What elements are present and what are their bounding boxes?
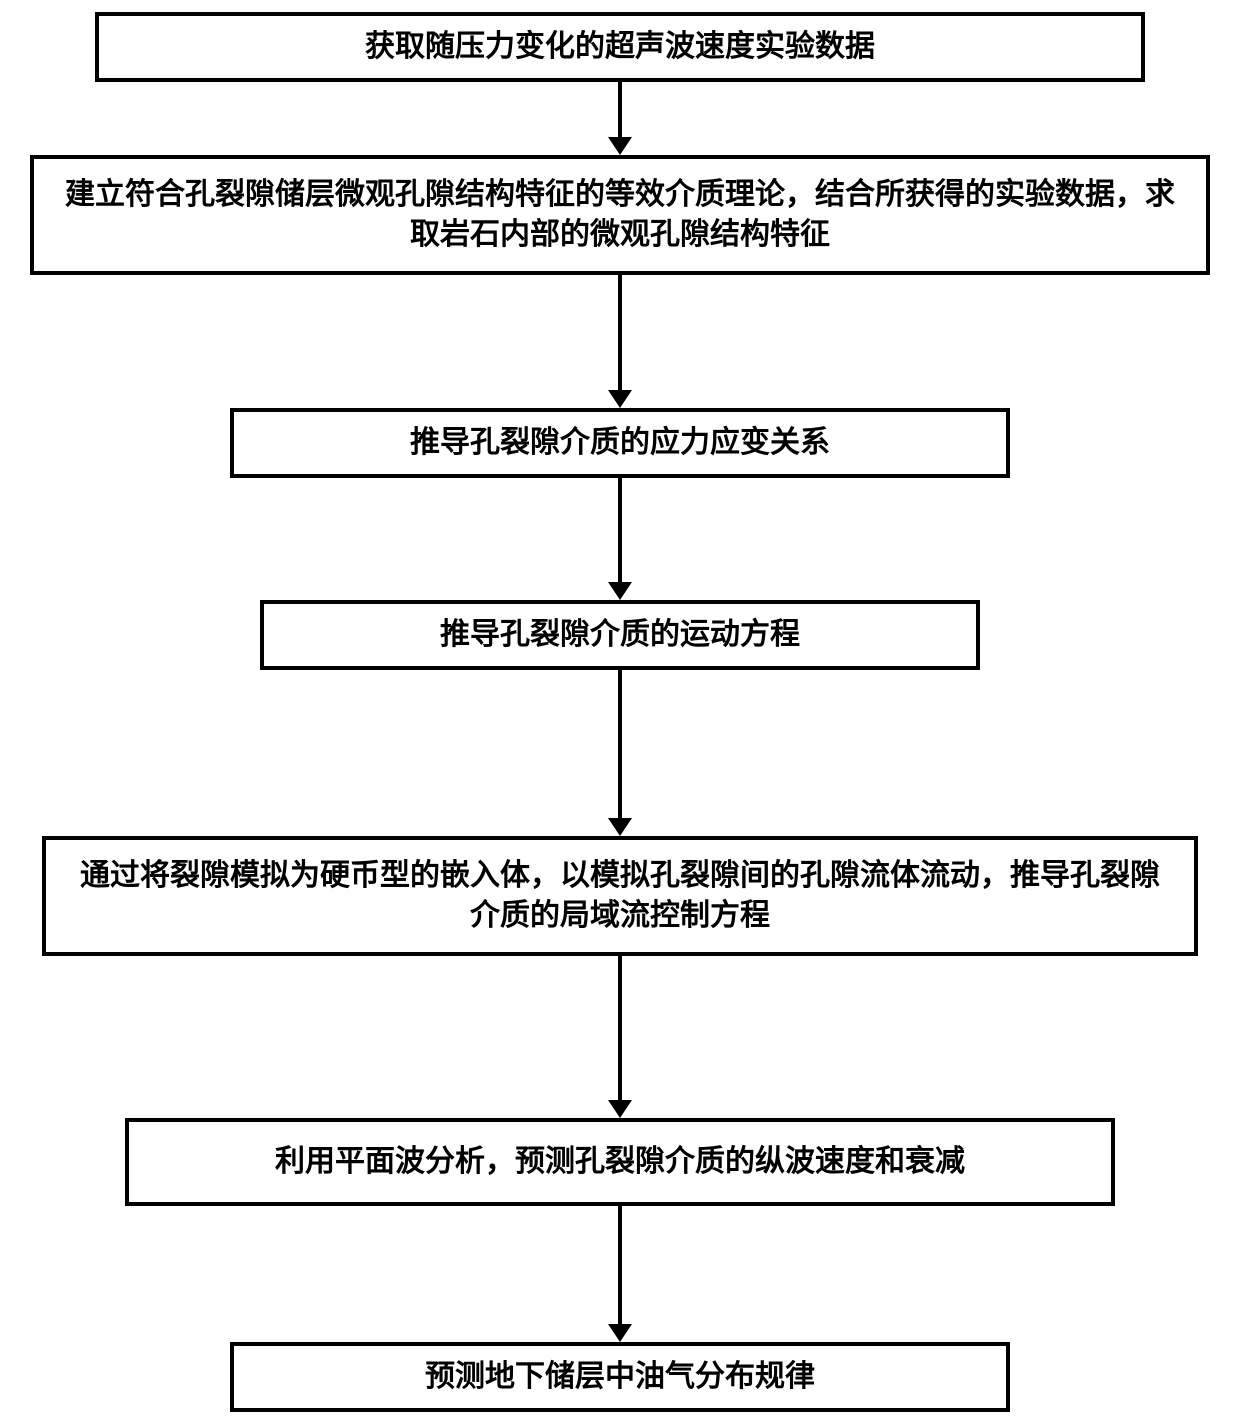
arrow-down-icon — [606, 275, 634, 408]
flow-node-n5: 通过将裂隙模拟为硬币型的嵌入体，以模拟孔裂隙间的孔隙流体流动，推导孔裂隙介质的局… — [42, 836, 1198, 956]
arrow-down-icon — [606, 956, 634, 1118]
flow-node-label: 利用平面波分析，预测孔裂隙介质的纵波速度和衰减 — [275, 1142, 965, 1183]
flow-node-n1: 获取随压力变化的超声波速度实验数据 — [95, 12, 1145, 82]
flow-node-label: 推导孔裂隙介质的运动方程 — [440, 615, 800, 656]
flowchart-container: 获取随压力变化的超声波速度实验数据建立符合孔裂隙储层微观孔隙结构特征的等效介质理… — [0, 0, 1240, 1428]
flow-node-n4: 推导孔裂隙介质的运动方程 — [260, 600, 980, 670]
flow-node-label: 推导孔裂隙介质的应力应变关系 — [410, 423, 830, 464]
flow-edge-n5-n6 — [606, 956, 634, 1123]
flow-node-label: 建立符合孔裂隙储层微观孔隙结构特征的等效介质理论，结合所获得的实验数据，求取岩石… — [54, 175, 1186, 256]
flow-node-n3: 推导孔裂隙介质的应力应变关系 — [230, 408, 1010, 478]
arrow-down-icon — [606, 1206, 634, 1342]
arrow-down-icon — [606, 670, 634, 836]
flow-node-n2: 建立符合孔裂隙储层微观孔隙结构特征的等效介质理论，结合所获得的实验数据，求取岩石… — [30, 155, 1210, 275]
flow-node-label: 获取随压力变化的超声波速度实验数据 — [365, 27, 875, 68]
arrow-down-icon — [606, 478, 634, 600]
flow-node-label: 通过将裂隙模拟为硬币型的嵌入体，以模拟孔裂隙间的孔隙流体流动，推导孔裂隙介质的局… — [66, 856, 1174, 937]
flow-edge-n4-n5 — [606, 670, 634, 841]
flow-edge-n2-n3 — [606, 275, 634, 413]
flow-node-label: 预测地下储层中油气分布规律 — [425, 1357, 815, 1398]
flow-edge-n6-n7 — [606, 1206, 634, 1347]
arrow-down-icon — [606, 82, 634, 155]
flow-edge-n3-n4 — [606, 478, 634, 605]
flow-node-n7: 预测地下储层中油气分布规律 — [230, 1342, 1010, 1412]
flow-edge-n1-n2 — [606, 82, 634, 160]
flow-node-n6: 利用平面波分析，预测孔裂隙介质的纵波速度和衰减 — [125, 1118, 1115, 1206]
